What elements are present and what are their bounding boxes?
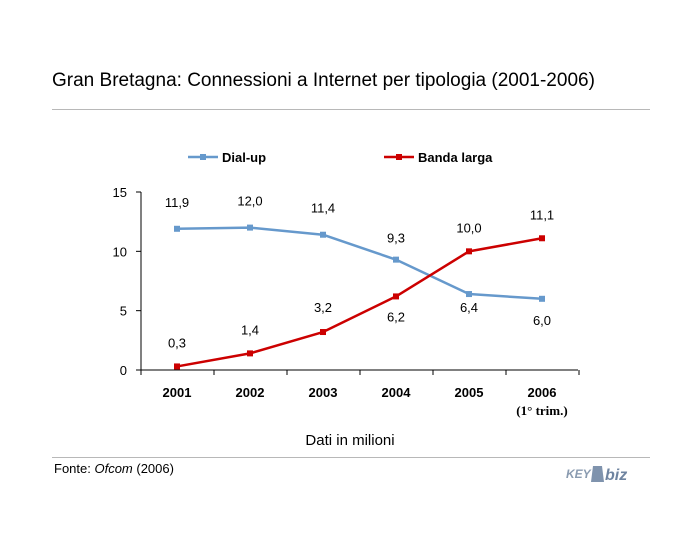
data-label: 3,2 xyxy=(314,300,332,315)
svg-text:biz: biz xyxy=(605,467,627,484)
legend-dialup-label: Dial-up xyxy=(222,150,266,165)
x-tick-label: 2003 xyxy=(309,385,338,400)
svg-text:KEY: KEY xyxy=(566,467,592,481)
data-point xyxy=(539,295,545,302)
series-line-dialup xyxy=(176,226,543,301)
data-point xyxy=(466,248,472,255)
x-tick-label: 2002 xyxy=(236,385,265,400)
data-label: 0,3 xyxy=(168,335,186,350)
data-point xyxy=(174,225,180,232)
data-point xyxy=(393,256,399,263)
data-point xyxy=(247,350,253,357)
source-name: Ofcom xyxy=(94,461,133,476)
x-tick-label: 2001 xyxy=(163,385,192,400)
series-line-banda-larga xyxy=(176,237,543,368)
data-label: 9,3 xyxy=(387,231,405,246)
x-tick-label: 2005 xyxy=(455,385,484,400)
data-label: 1,4 xyxy=(241,322,259,337)
legend-banda-larga-marker xyxy=(396,154,402,160)
title-divider xyxy=(52,109,650,110)
data-point xyxy=(247,224,253,231)
y-tick-label: 15 xyxy=(113,185,127,200)
data-label: 11,1 xyxy=(530,207,554,222)
y-tick-label: 0 xyxy=(120,363,127,378)
data-point xyxy=(539,235,545,242)
source-suffix: (2006) xyxy=(132,461,174,476)
source-note: Fonte: Ofcom (2006) xyxy=(54,461,174,476)
data-point xyxy=(466,291,472,298)
x-tick-label: 2006 xyxy=(528,385,557,400)
line-chart: 0 5 10 15 2001 2002 2003 2004 2005 2006 (1° trim.)… xyxy=(113,150,580,418)
x-tick-label: 2004 xyxy=(382,385,412,400)
key4biz-logo: KEY biz xyxy=(566,466,627,484)
source-prefix: Fonte: xyxy=(54,461,95,476)
data-label: 6,4 xyxy=(460,300,478,315)
data-point xyxy=(320,329,326,336)
units-note: Dati in milioni xyxy=(305,432,395,449)
data-label: 11,4 xyxy=(311,201,335,216)
x-tick-sublabel: (1° trim.) xyxy=(516,403,567,418)
chart-title: Gran Bretagna: Connessioni a Internet pe… xyxy=(52,70,595,91)
footer-divider xyxy=(52,457,650,458)
data-label: 10,0 xyxy=(456,220,481,235)
data-point xyxy=(174,363,180,370)
data-label: 12,0 xyxy=(237,194,262,209)
data-point xyxy=(320,231,326,238)
legend-banda-larga-label: Banda larga xyxy=(418,150,493,165)
legend-dialup-marker xyxy=(200,154,206,160)
data-label: 11,9 xyxy=(165,195,189,210)
data-label: 6,2 xyxy=(387,309,405,324)
data-label: 6,0 xyxy=(533,313,551,328)
y-tick-label: 10 xyxy=(113,244,127,259)
data-point xyxy=(393,293,399,300)
y-tick-label: 5 xyxy=(120,304,127,319)
